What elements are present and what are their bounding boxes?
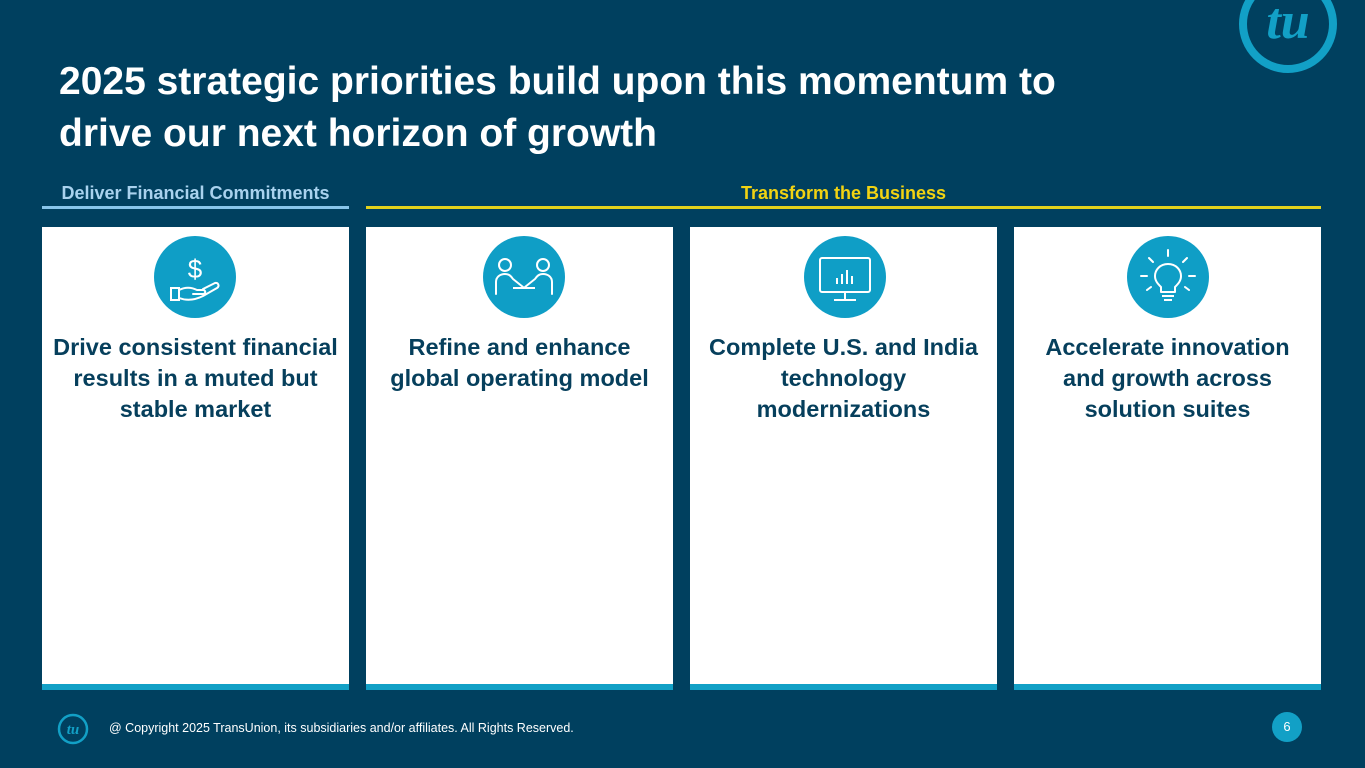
card-text: Accelerate innovation and growth across … — [1045, 334, 1290, 422]
card-text: Complete U.S. and India technology moder… — [709, 334, 978, 422]
section-label-transform: Transform the Business — [740, 183, 947, 203]
priority-card-technology: Complete U.S. and India technology moder… — [690, 227, 997, 690]
monitor-chart-icon — [804, 236, 886, 318]
priority-card-innovation: Accelerate innovation and growth across … — [1014, 227, 1321, 690]
lightbulb-icon — [1127, 236, 1209, 318]
slide-title: 2025 strategic priorities build upon thi… — [59, 56, 1209, 160]
card-text: Drive consistent financial results in a … — [53, 334, 338, 422]
card-text: Refine and enhance global operating mode… — [390, 334, 649, 391]
page-number-badge: 6 — [1272, 712, 1302, 742]
section-label-financial: Deliver Financial Commitments — [61, 183, 330, 203]
priority-card-operating-model: Refine and enhance global operating mode… — [366, 227, 673, 690]
copyright-text: @ Copyright 2025 TransUnion, its subsidi… — [109, 721, 574, 735]
transunion-logo-icon: tu — [1239, 0, 1337, 73]
dollar-hand-icon: $ — [154, 236, 236, 318]
footer-logo-icon: tu — [57, 713, 89, 745]
footer-logo-text: tu — [67, 722, 80, 738]
title-line-1: 2025 strategic priorities build upon thi… — [59, 60, 1056, 103]
section-underline-transform — [366, 206, 1321, 209]
title-line-2: drive our next horizon of growth — [59, 112, 657, 155]
section-underline-financial — [42, 206, 349, 209]
logo-text: tu — [1266, 0, 1309, 50]
priority-card-financial: $ Drive consistent financial results in … — [42, 227, 349, 690]
handshake-icon — [483, 236, 565, 318]
svg-text:$: $ — [188, 254, 203, 284]
